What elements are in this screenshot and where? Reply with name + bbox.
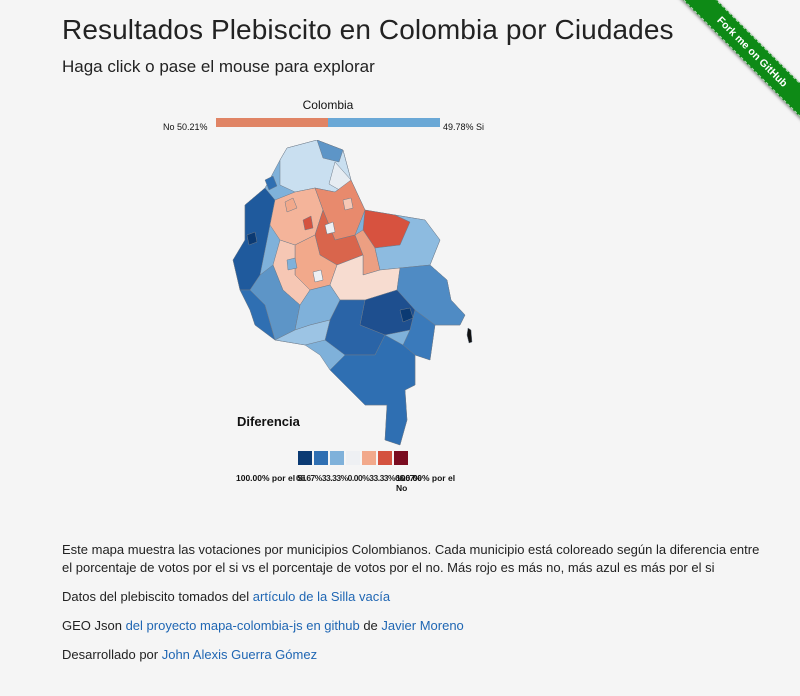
data-source-prefix: Datos del plebiscito tomados del <box>62 589 253 604</box>
geojson-prefix: GEO Json <box>62 618 126 633</box>
legend-swatch-6 <box>394 451 408 465</box>
map-municipality-detail <box>324 221 336 235</box>
legend-label-si: 100.00% por el Si <box>236 473 306 483</box>
developer-link[interactable]: John Alexis Guerra Gómez <box>161 647 318 662</box>
page-subtitle: Haga click o pase el mouse para explorar <box>62 57 375 76</box>
geojson-mid: de <box>359 618 382 633</box>
description-section: Este mapa muestra las votaciones por mun… <box>62 541 762 675</box>
summary-region-label: Colombia <box>302 98 354 112</box>
developer-prefix: Desarrollado por <box>62 647 162 662</box>
national-summary: Colombia No 50.21% 49.78% Si <box>160 98 505 138</box>
map-region-san-andres[interactable] <box>466 327 473 344</box>
legend-label-no: 100.00% por el No <box>396 473 456 493</box>
map-municipality-detail <box>312 269 324 283</box>
legend-swatch-4 <box>362 451 376 465</box>
summary-bar-no <box>216 118 329 127</box>
map-municipality-detail <box>399 307 414 323</box>
legend-label-middle: 66.67%33.33%0.00%33.33%66.67% <box>296 473 421 483</box>
map-municipality-detail <box>246 231 258 246</box>
colombia-municipality-map[interactable] <box>225 140 475 452</box>
geojson-source-line: GEO Json del proyecto mapa-colombia-js e… <box>62 617 762 635</box>
summary-si-label: 49.78% Si <box>443 122 485 132</box>
javier-moreno-link[interactable]: Javier Moreno <box>381 618 464 633</box>
summary-no-label: No 50.21% <box>163 122 208 132</box>
legend-title: Diferencia <box>237 414 300 429</box>
map-region-amazonas[interactable] <box>329 334 416 446</box>
legend-swatch-5 <box>378 451 392 465</box>
description-text: Este mapa muestra las votaciones por mun… <box>62 542 760 575</box>
map-municipality-detail <box>284 197 298 213</box>
data-source-line: Datos del plebiscito tomados del artícul… <box>62 588 762 606</box>
legend-swatch-2 <box>330 451 344 465</box>
legend-labels: 100.00% por el Si 66.67%33.33%0.00%33.33… <box>236 473 456 493</box>
map-region-putumayo[interactable] <box>274 319 331 346</box>
map-municipality-detail <box>342 197 354 211</box>
legend-swatches <box>298 451 410 465</box>
mapa-colombia-js-link[interactable]: del proyecto mapa-colombia-js en github <box>125 618 360 633</box>
map-region-guajira[interactable] <box>316 140 344 163</box>
developer-line: Desarrollado por John Alexis Guerra Góme… <box>62 646 762 664</box>
github-ribbon-container: Fork me on GitHub <box>650 0 800 150</box>
summary-bar <box>216 118 440 127</box>
silla-vacia-link[interactable]: artículo de la Silla vacía <box>252 589 391 604</box>
map-municipality-detail <box>286 257 298 271</box>
legend-swatch-3 <box>346 451 360 465</box>
map-municipality-detail <box>302 215 314 231</box>
page-title: Resultados Plebiscito en Colombia por Ci… <box>62 14 674 45</box>
legend-swatch-1 <box>314 451 328 465</box>
map-municipality-detail <box>264 175 278 191</box>
legend-swatch-0 <box>298 451 312 465</box>
summary-bar-si <box>328 118 440 127</box>
fork-on-github-ribbon[interactable]: Fork me on GitHub <box>672 0 800 132</box>
